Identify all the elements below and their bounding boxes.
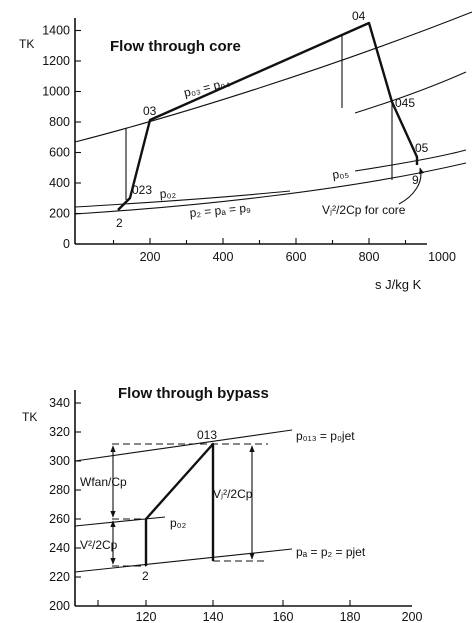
bypass-y-tick-label: 340 xyxy=(49,396,70,410)
bypass-y-tick-label: 240 xyxy=(49,541,70,555)
core-isobar-p05 xyxy=(354,149,467,172)
bypass-y-tick-label: 300 xyxy=(49,454,70,468)
bypass-isobar-label-p013: p₀₁₃ = p₀jet xyxy=(296,429,355,443)
bypass-x-tick-label: 120 xyxy=(136,610,157,623)
core-point-023: 023 xyxy=(132,183,152,197)
bypass-annotation-v2: V²/2Cp xyxy=(80,538,118,552)
bypass-y-tick-label: 200 xyxy=(49,599,70,613)
core-x-tick-label: 600 xyxy=(286,250,307,264)
core-point-9: 9 xyxy=(412,173,419,187)
core-isobar-p045 xyxy=(354,71,467,114)
bypass-isobar-p02 xyxy=(74,516,166,527)
bypass-plot: Flow through bypass TK 200 220 240 260 2… xyxy=(22,385,422,623)
core-x-axis-label: s J/kg K xyxy=(375,277,422,292)
core-point-04: 04 xyxy=(352,9,366,23)
bypass-point-2: 2 xyxy=(142,569,149,583)
bypass-point-013: 013 xyxy=(197,428,217,442)
core-y-tick-label: 400 xyxy=(49,176,70,190)
core-y-tick-label: 600 xyxy=(49,146,70,160)
bypass-x-tick-label: 160 xyxy=(273,610,294,623)
core-y-tick-label: 800 xyxy=(49,115,70,129)
core-x-ticks: 200 400 600 800 1000 xyxy=(112,238,456,264)
core-x-tick-label: 200 xyxy=(140,250,161,264)
bypass-annotation-wfan: Wfan/Cp xyxy=(80,475,127,489)
bypass-y-tick-label: 220 xyxy=(49,570,70,584)
core-y-tick-label: 1000 xyxy=(42,85,70,99)
bypass-x-tick-label: 180 xyxy=(340,610,361,623)
bypass-annotation-vj2: Vⱼ²/2Cp xyxy=(213,487,253,501)
core-annotation-arrow xyxy=(398,167,425,205)
core-point-045: 045 xyxy=(395,96,415,110)
core-y-tick-label: 0 xyxy=(63,237,70,251)
bypass-y-tick-label: 320 xyxy=(49,425,70,439)
core-y-tick-label: 1400 xyxy=(42,24,70,38)
bypass-isobar-label-pa-p2-pjet: pₐ = p₂ = pjet xyxy=(296,545,366,559)
bypass-isobar-pa-p2-pjet xyxy=(74,548,293,573)
core-isobar-p03-p04 xyxy=(74,11,473,143)
core-x-tick-label: 800 xyxy=(359,250,380,264)
bypass-title: Flow through bypass xyxy=(118,385,269,402)
core-title: Flow through core xyxy=(110,38,241,55)
core-y-ticks: 0 200 400 600 800 1000 1200 1400 xyxy=(42,24,81,251)
core-x-tick-label: 1000 xyxy=(428,250,456,264)
bypass-x-tick-label: 140 xyxy=(203,610,224,623)
bypass-x-ticks: 120 140 160 180 200 xyxy=(97,600,423,623)
bypass-y-ticks: 200 220 240 260 280 300 320 340 xyxy=(49,396,81,613)
bypass-x-tick-label: 200 xyxy=(402,610,423,623)
core-isobar-label-p03-p04: p₀₃ = p₀₄ xyxy=(182,75,231,100)
bypass-process-path xyxy=(144,442,215,566)
core-process-path xyxy=(117,21,419,211)
core-y-tick-label: 1200 xyxy=(42,54,70,68)
core-y-tick-label: 200 xyxy=(49,207,70,221)
core-point-03: 03 xyxy=(143,104,157,118)
core-point-2: 2 xyxy=(116,216,123,230)
core-isobar-label-p02: p₀₂ xyxy=(159,186,177,201)
bypass-y-tick-label: 280 xyxy=(49,483,70,497)
bypass-isobar-label-p02: p₀₂ xyxy=(170,516,187,530)
core-isobar-p2-pa-p9 xyxy=(74,162,467,215)
bypass-y-axis-label: TK xyxy=(22,410,37,424)
core-isobar-p02 xyxy=(74,190,291,208)
core-y-axis-label: TK xyxy=(19,37,34,51)
core-point-05: 05 xyxy=(415,141,429,155)
core-x-tick-label: 400 xyxy=(213,250,234,264)
core-isobar-label-p2-pa-p9: p₂ = pₐ = p₉ xyxy=(189,201,251,220)
bypass-y-tick-label: 260 xyxy=(49,512,70,526)
core-plot: Flow through core TK s J/kg K 0 200 400 … xyxy=(19,9,473,292)
bypass-isobar-p013 xyxy=(74,429,293,462)
core-annotation: Vⱼ²/2Cp for core xyxy=(322,203,406,217)
core-isobar-label-p05: p₀₅ xyxy=(331,166,350,182)
